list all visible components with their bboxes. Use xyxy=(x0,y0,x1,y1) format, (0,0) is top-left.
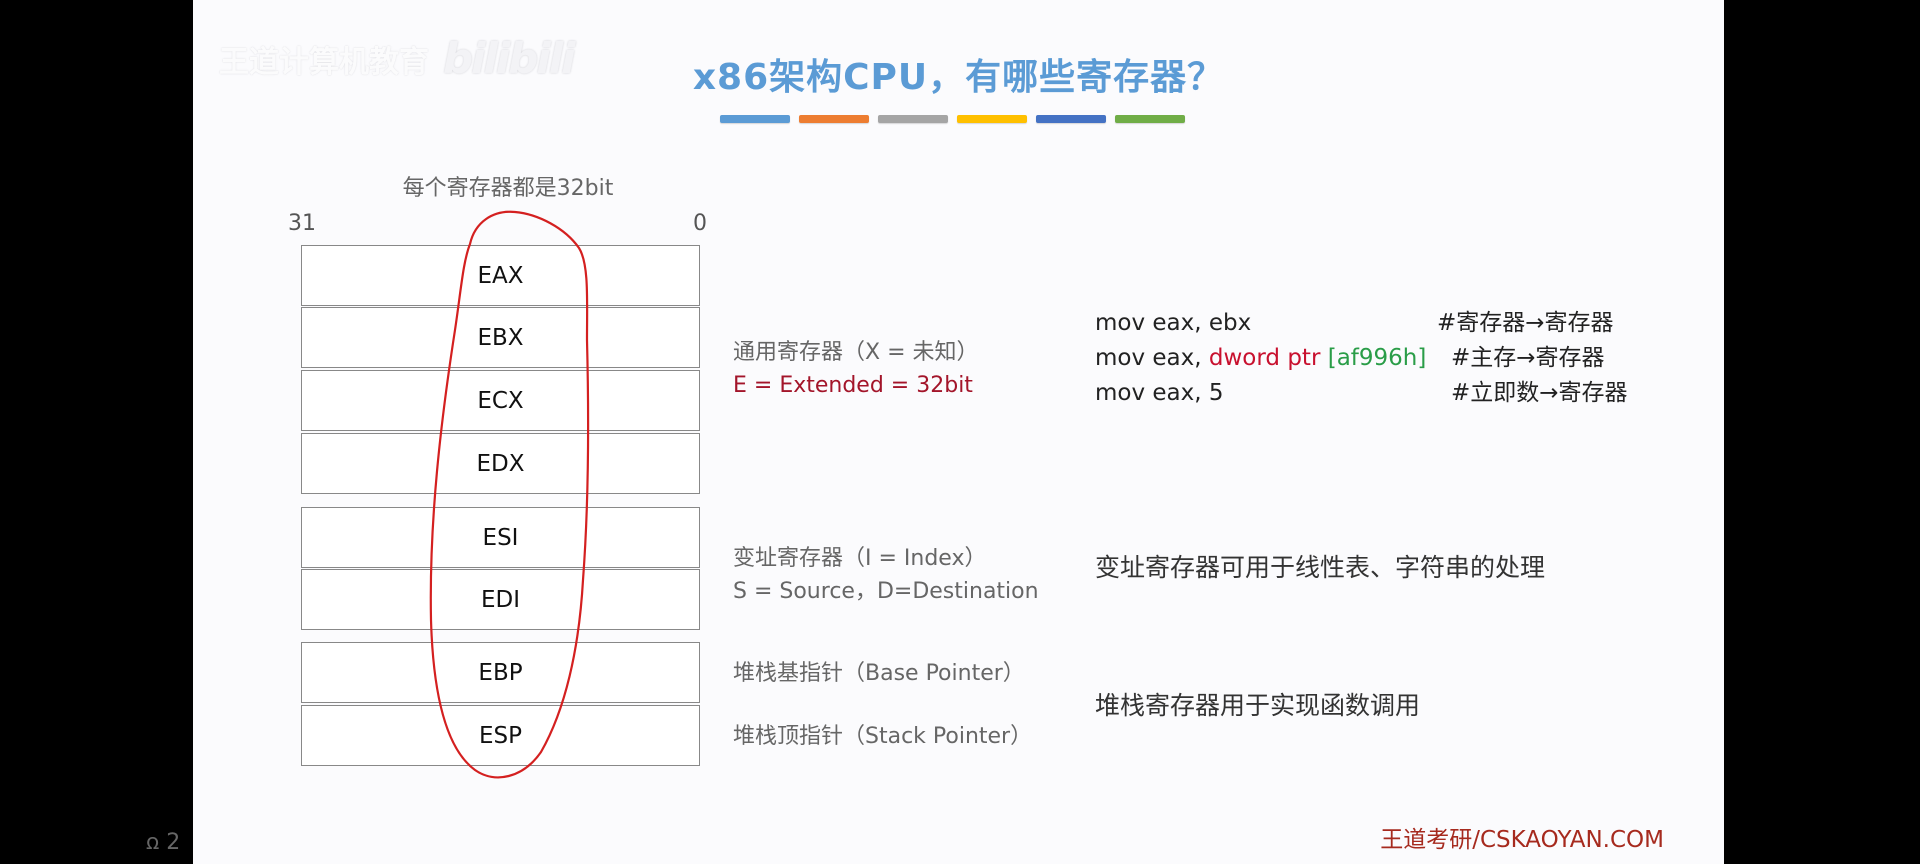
lecture-slide: 王道计算机教育 bilibili x86架构CPU，有哪些寄存器？ 每个寄存器都… xyxy=(193,0,1724,864)
index-register-description: 变址寄存器（I = Index） S = Source，D=Destinatio… xyxy=(733,542,1039,608)
register-eax: EAX xyxy=(301,245,700,306)
bilibili-logo: bilibili xyxy=(443,34,576,83)
general-register-description: 通用寄存器（X = 未知） E = Extended = 32bit xyxy=(733,336,979,402)
color-bar-segment-4 xyxy=(957,115,1027,123)
stack-register-note: 堆栈寄存器用于实现函数调用 xyxy=(1095,691,1421,720)
channel-watermark: 王道计算机教育 bilibili xyxy=(219,34,576,83)
code-line-1: mov eax, ebx #寄存器→寄存器 xyxy=(1095,306,1614,341)
register-ebx: EBX xyxy=(301,307,700,368)
index-register-label: 变址寄存器（I = Index） xyxy=(733,546,987,571)
index-register-note: 变址寄存器可用于线性表、字符串的处理 xyxy=(1095,553,1546,582)
extended-note: E = Extended = 32bit xyxy=(733,373,973,398)
code-line-3-text: mov eax, 5 xyxy=(1095,380,1224,406)
code-line-1-text: mov eax, ebx xyxy=(1095,310,1252,336)
color-bar-segment-2 xyxy=(799,115,869,123)
footer-brand: 王道考研/CSKAOYAN.COM xyxy=(1380,827,1664,853)
code-line-2-keyword: dword ptr xyxy=(1208,345,1321,371)
register-esp: ESP xyxy=(301,705,700,766)
stack-pointer-description: 堆栈顶指针（Stack Pointer） xyxy=(733,724,1033,749)
watermark-channel-name: 王道计算机教育 xyxy=(219,44,429,80)
register-edx: EDX xyxy=(301,433,700,494)
bit-high-label: 31 xyxy=(288,211,316,236)
mov-examples: mov eax, ebx #寄存器→寄存器 mov eax, dword ptr… xyxy=(1095,306,1628,411)
register-edi: EDI xyxy=(301,569,700,630)
title-color-bar xyxy=(720,115,1185,123)
viewer-count: ꭥ 2 xyxy=(146,830,181,855)
register-esi: ESI xyxy=(301,507,700,568)
code-line-2: mov eax, dword ptr [af996h] #主存→寄存器 xyxy=(1095,341,1605,376)
register-ebp: EBP xyxy=(301,642,700,703)
code-line-2-prefix: mov eax, xyxy=(1095,345,1209,371)
code-line-2-comment: #主存→寄存器 xyxy=(1451,345,1605,371)
code-line-2-address: [af996h] xyxy=(1327,345,1427,371)
register-width-caption: 每个寄存器都是32bit xyxy=(402,176,614,201)
color-bar-segment-3 xyxy=(878,115,948,123)
color-bar-segment-1 xyxy=(720,115,790,123)
general-register-label: 通用寄存器（X = 未知） xyxy=(733,340,979,365)
color-bar-segment-6 xyxy=(1115,115,1185,123)
bit-low-label: 0 xyxy=(693,211,707,236)
register-ecx: ECX xyxy=(301,370,700,431)
slide-title: x86架构CPU，有哪些寄存器？ xyxy=(692,57,1225,98)
code-line-1-comment: #寄存器→寄存器 xyxy=(1437,310,1614,336)
base-pointer-description: 堆栈基指针（Base Pointer） xyxy=(733,661,1025,686)
code-line-3: mov eax, 5 #立即数→寄存器 xyxy=(1095,376,1628,411)
index-register-detail: S = Source，D=Destination xyxy=(733,579,1039,604)
code-line-3-comment: #立即数→寄存器 xyxy=(1451,380,1628,406)
color-bar-segment-5 xyxy=(1036,115,1106,123)
